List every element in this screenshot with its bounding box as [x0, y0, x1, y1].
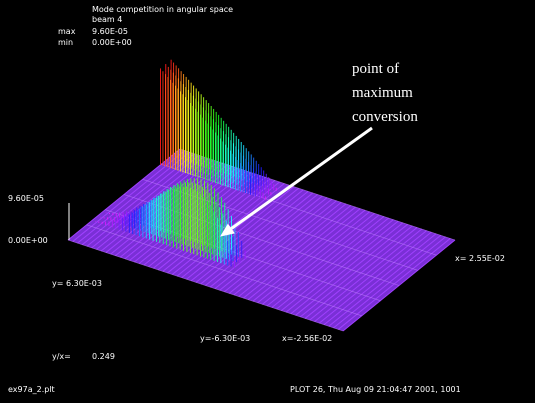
min-label: min: [58, 38, 73, 47]
annotation-line-2: maximum: [352, 85, 413, 101]
surface-grid-line: [161, 163, 437, 256]
y-max-label: y= 6.30E-03: [52, 279, 102, 288]
annotation-line-3: conversion: [352, 109, 418, 125]
y-min-label: y=-6.30E-03: [200, 334, 250, 343]
surface-grid-line: [67, 239, 344, 332]
beam-bars: [94, 59, 277, 268]
x-max-label: x= 2.55E-02: [455, 254, 505, 263]
max-value: 9.60E-05: [92, 27, 128, 36]
footer-filename: ex97a_2.plt: [8, 385, 55, 394]
z-top-label: 9.60E-05: [8, 194, 44, 203]
plot-subtitle: beam 4: [92, 15, 122, 24]
aspect-value: 0.249: [92, 352, 115, 361]
z-bottom-label: 0.00E+00: [8, 236, 48, 245]
plot-title: Mode competition in angular space: [92, 5, 233, 14]
x-min-label: x=-2.56E-02: [282, 334, 332, 343]
surface-grid-line: [86, 224, 362, 317]
annotation-arrow: [220, 126, 373, 237]
min-value: 0.00E+00: [92, 38, 132, 47]
max-label: max: [58, 27, 76, 36]
aspect-label: y/x=: [52, 352, 71, 361]
footer-plot-info: PLOT 26, Thu Aug 09 21:04:47 2001, 1001: [290, 385, 461, 394]
annotation-line-1: point of: [352, 61, 399, 77]
